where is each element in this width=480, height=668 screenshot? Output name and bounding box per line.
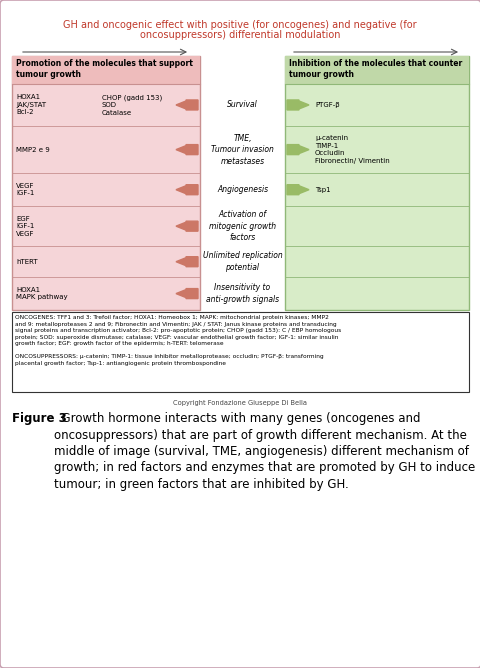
Text: Angiogenesis: Angiogenesis <box>216 185 267 194</box>
Polygon shape <box>176 257 198 267</box>
Text: Survival: Survival <box>227 100 257 110</box>
Text: oncosuppressors) differential modulation: oncosuppressors) differential modulation <box>140 30 339 40</box>
Text: Insensitivity to
anti-growth signals: Insensitivity to anti-growth signals <box>205 283 278 304</box>
Polygon shape <box>176 289 198 299</box>
Text: μ-catenin
TIMP-1
Occludin
Fibronectin/ Vimentin: μ-catenin TIMP-1 Occludin Fibronectin/ V… <box>314 136 389 164</box>
Text: Unlimited replication
potential: Unlimited replication potential <box>202 251 282 272</box>
Text: Tsp1: Tsp1 <box>314 187 330 192</box>
Text: MMP2 e 9: MMP2 e 9 <box>16 146 49 152</box>
FancyBboxPatch shape <box>285 56 468 84</box>
Polygon shape <box>287 144 308 154</box>
Text: PTGF-β: PTGF-β <box>314 102 339 108</box>
Text: GH and oncogenic effect with positive (for oncogenes) and negative (for: GH and oncogenic effect with positive (f… <box>63 20 416 30</box>
Text: HOXA1
JAK/STAT
Bcl-2: HOXA1 JAK/STAT Bcl-2 <box>16 94 46 116</box>
Text: CHOP (gadd 153)
SOD
Catalase: CHOP (gadd 153) SOD Catalase <box>102 94 162 116</box>
Polygon shape <box>176 221 198 231</box>
Text: ONCOGENES: TFF1 and 3: Trefoil factor; HOXA1: Homeobox 1; MAPK: mitochondrial pr: ONCOGENES: TFF1 and 3: Trefoil factor; H… <box>15 315 340 346</box>
FancyBboxPatch shape <box>12 312 468 392</box>
Text: VEGF
IGF-1: VEGF IGF-1 <box>16 183 35 196</box>
Polygon shape <box>287 185 308 194</box>
Polygon shape <box>287 100 308 110</box>
Text: Figure 3: Figure 3 <box>12 412 67 425</box>
Polygon shape <box>176 185 198 194</box>
FancyBboxPatch shape <box>12 56 200 310</box>
Text: TME,
Tumour invasion
metastases: TME, Tumour invasion metastases <box>211 134 274 166</box>
Text: ONCOSUPPRESSORS: μ-catenin; TIMP-1: tissue inhibitor metalloprotease; occludin; : ONCOSUPPRESSORS: μ-catenin; TIMP-1: tiss… <box>15 354 323 365</box>
Text: HOXA1
MAPK pathway: HOXA1 MAPK pathway <box>16 287 68 301</box>
Text: Promotion of the molecules that support
tumour growth: Promotion of the molecules that support … <box>16 59 192 79</box>
Text: EGF
IGF-1
VEGF: EGF IGF-1 VEGF <box>16 216 35 236</box>
Polygon shape <box>176 144 198 154</box>
Text: Growth hormone interacts with many genes (oncogenes and oncosuppressors) that ar: Growth hormone interacts with many genes… <box>54 412 474 491</box>
Text: Copyright Fondazione Giuseppe Di Bella: Copyright Fondazione Giuseppe Di Bella <box>173 400 306 406</box>
Text: hTERT: hTERT <box>16 259 37 265</box>
Text: Inhibition of the molecules that counter
tumour growth: Inhibition of the molecules that counter… <box>288 59 461 79</box>
FancyBboxPatch shape <box>285 56 468 310</box>
Polygon shape <box>176 100 198 110</box>
FancyBboxPatch shape <box>12 56 200 84</box>
Text: Activation of
mitogenic growth
factors: Activation of mitogenic growth factors <box>208 210 276 242</box>
